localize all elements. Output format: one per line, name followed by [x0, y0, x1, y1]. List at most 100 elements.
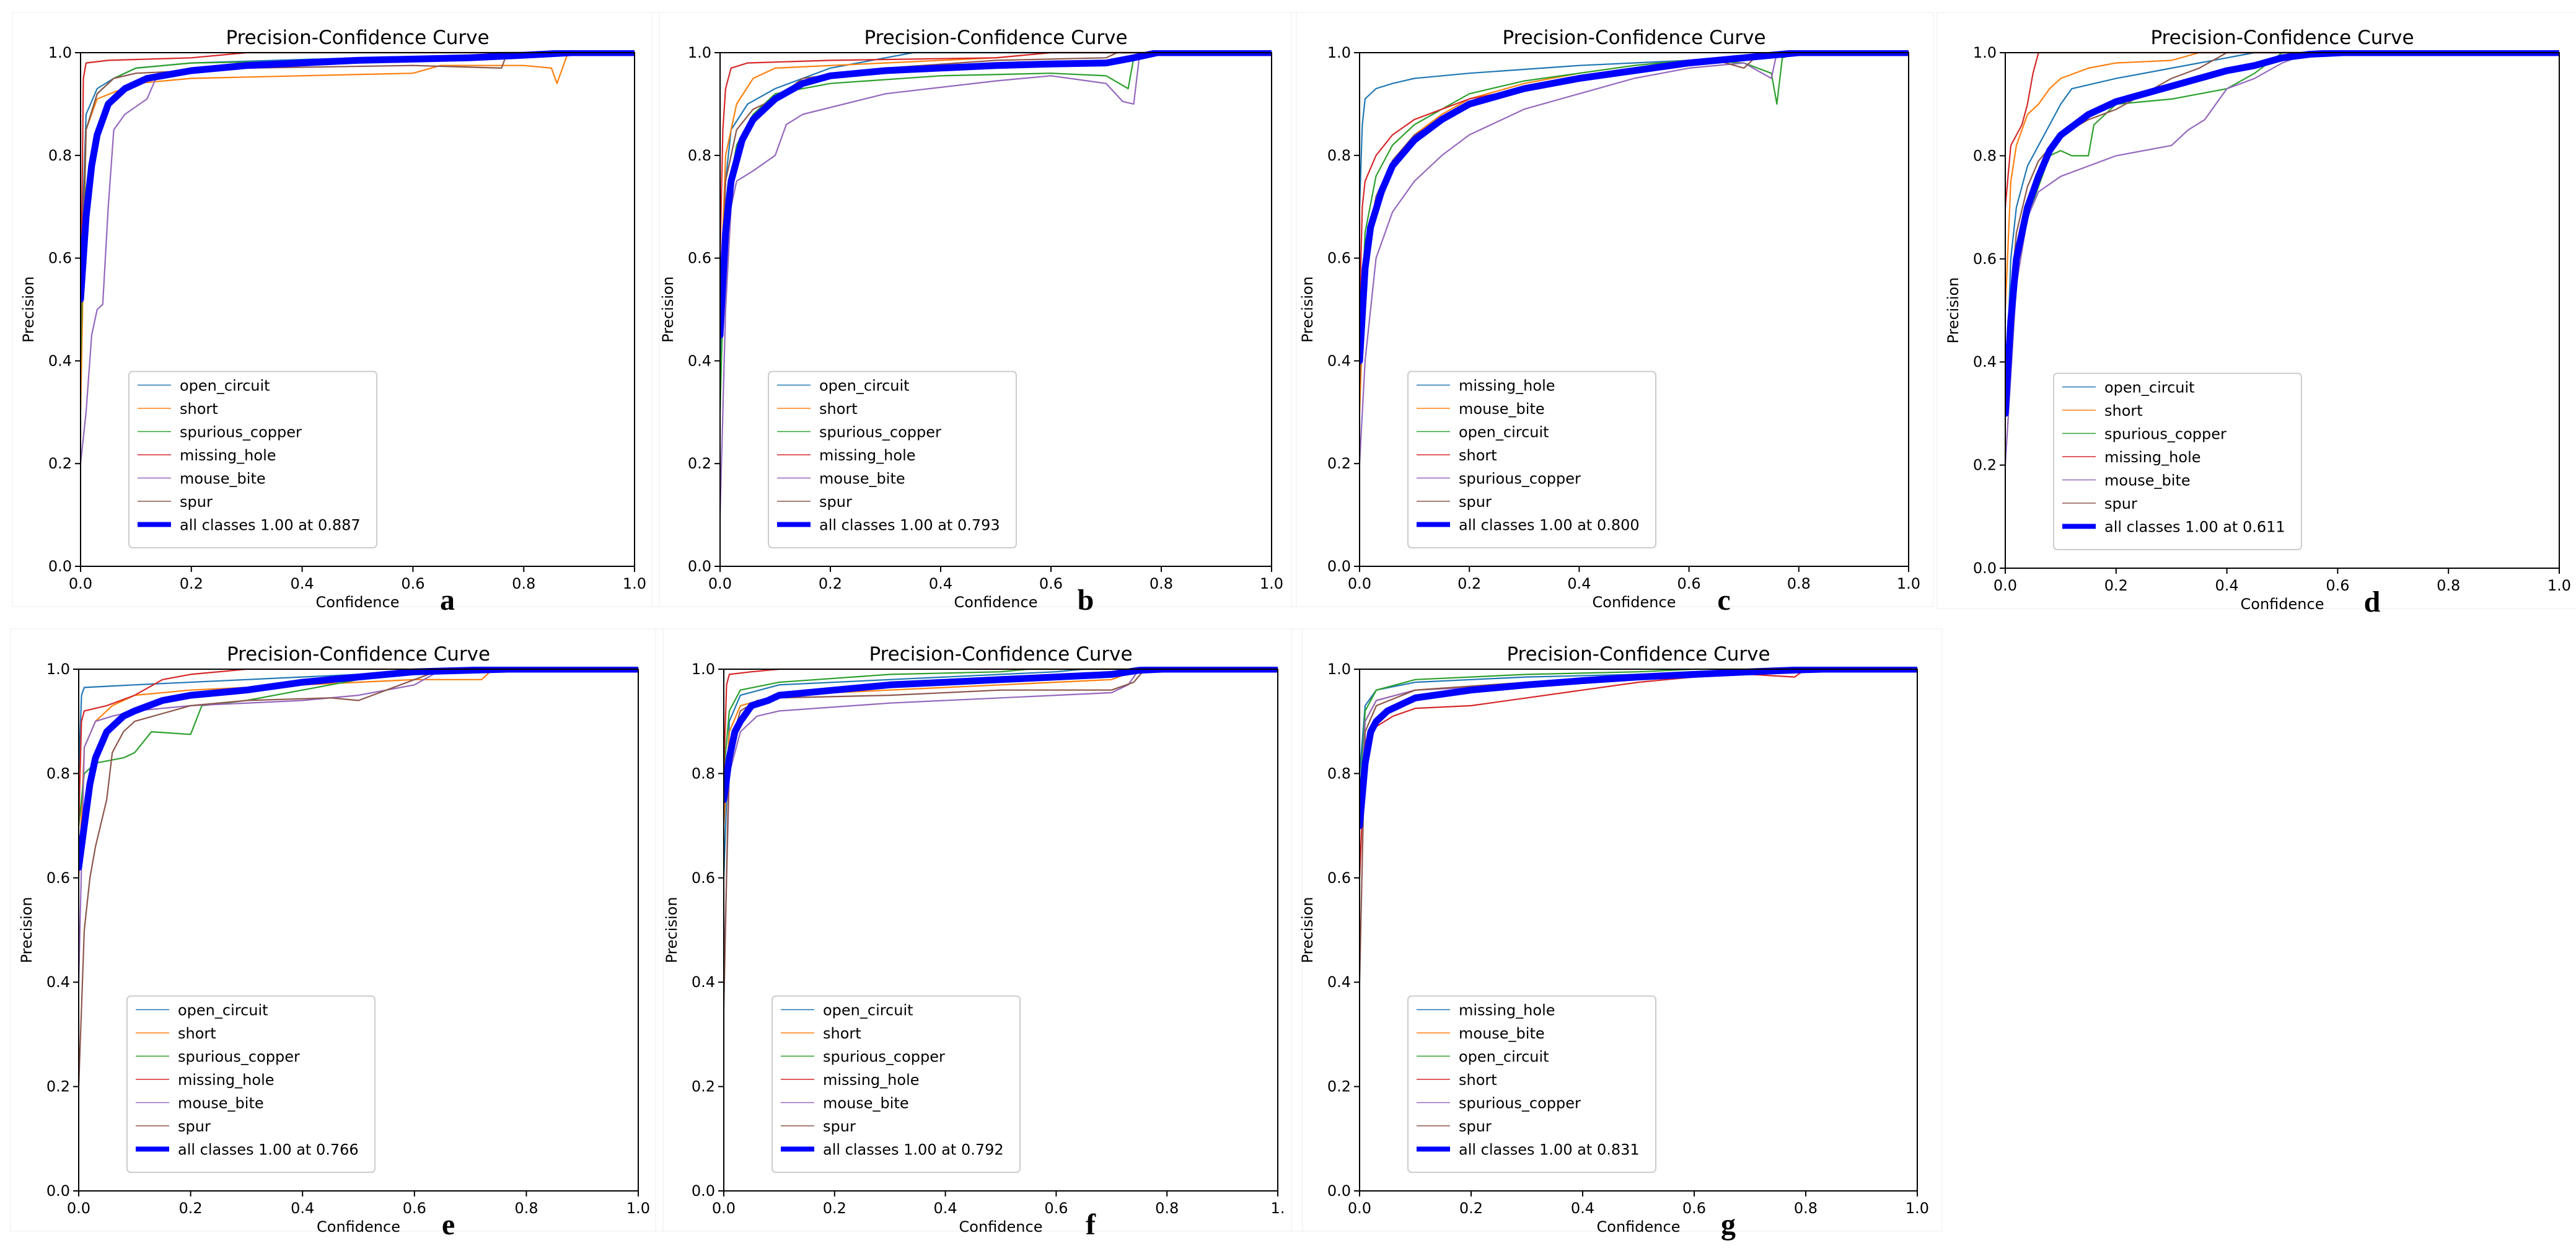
y-tick-label: 0.2 — [1327, 455, 1351, 472]
legend-label: all classes 1.00 at 0.611 — [2104, 519, 2285, 536]
series-line-mouse-bite — [2005, 51, 2559, 466]
panel-letter: c — [1717, 584, 1730, 617]
y-tick-label: 0.6 — [692, 869, 715, 887]
legend-box — [771, 995, 1021, 1173]
series-line-missing-hole — [1360, 51, 1909, 208]
series-line-spurious-copper — [81, 51, 635, 362]
chart-title: Precision-Confidence Curve — [227, 643, 490, 665]
panel-frame — [1291, 12, 1934, 607]
chart-panel-e: Precision-Confidence Curve 0.0 0.2 0.4 0.6 0.… — [10, 628, 664, 1241]
legend-label: spurious_copper — [1459, 1095, 1581, 1112]
series-lines — [720, 50, 1272, 516]
legend-label: mouse_bite — [823, 1095, 909, 1112]
panel-frame — [1291, 628, 1943, 1232]
axes-frame — [723, 669, 1278, 1192]
y-axis-label: Precision — [1945, 277, 1962, 343]
series-line-spur — [81, 51, 635, 310]
legend-label: spurious_copper — [2104, 426, 2227, 443]
y-tick-label: 0.4 — [1327, 973, 1351, 991]
legend-label: mouse_bite — [819, 470, 905, 488]
y-tick-label: 1.0 — [692, 661, 715, 678]
y-tick-label: 0.2 — [46, 1078, 70, 1095]
x-tick-label: 0.8 — [1794, 1200, 1818, 1217]
panel-letter: a — [440, 584, 455, 617]
y-tick-label: 0.0 — [692, 1182, 715, 1200]
series-line-spurious-copper — [720, 51, 1272, 413]
panel-letter: b — [1078, 584, 1094, 617]
x-tick-label: 0.0 — [67, 1200, 90, 1217]
x-tick-label: 0.6 — [1682, 1200, 1706, 1217]
x-tick-label: 0.8 — [1155, 1200, 1179, 1217]
series-line-spur — [79, 668, 638, 1087]
legend-label: missing_hole — [2104, 449, 2201, 466]
series-lines — [1360, 667, 1917, 983]
axes-frame — [2005, 52, 2560, 569]
panel-frame — [655, 628, 1303, 1232]
series-lines — [724, 667, 1278, 1009]
series-line-all-classes-1-00-at-0-766 — [79, 667, 638, 871]
series-line-spurious-copper — [1360, 51, 1909, 465]
series-lines — [2005, 50, 2559, 466]
series-line-all-classes-1-00-at-0-887 — [81, 50, 635, 303]
axes-frame — [719, 52, 1272, 567]
x-tick-label: 0.2 — [823, 1200, 846, 1217]
x-tick-label: 0.2 — [180, 575, 203, 592]
y-tick-label: 0.6 — [46, 869, 70, 887]
legend-label: open_circuit — [819, 377, 910, 395]
x-tick-label: 0.0 — [1348, 1200, 1371, 1217]
series-line-open-circuit — [79, 668, 638, 775]
x-tick-label: 0.8 — [1150, 575, 1173, 592]
legend-label: mouse_bite — [178, 1095, 264, 1112]
legend-label: spurious_copper — [1459, 470, 1581, 488]
x-tick-label: 0.8 — [512, 575, 535, 592]
x-tick-label: 0.4 — [1567, 575, 1591, 592]
y-tick-label: 1.0 — [48, 44, 72, 61]
series-line-open-circuit — [1360, 51, 1909, 362]
x-tick-label: 0.2 — [2104, 577, 2128, 594]
legend-label: spur — [1459, 1118, 1492, 1135]
y-tick-label: 0.2 — [48, 455, 72, 472]
y-tick-label: 0.0 — [1327, 558, 1351, 575]
x-axis-label: Confidence — [1597, 1218, 1681, 1236]
legend-label: spurious_copper — [178, 1048, 300, 1066]
series-line-all-classes-1-00-at-0-611 — [2005, 50, 2559, 417]
y-tick-label: 0.8 — [1327, 147, 1351, 164]
x-tick-label: 0.8 — [514, 1200, 538, 1217]
series-line-spur — [720, 51, 1272, 336]
legend-label: mouse_bite — [2104, 472, 2191, 489]
series-line-missing-hole — [720, 51, 1272, 259]
x-tick-label: 1.0 — [623, 575, 646, 592]
y-axis-label: Precision — [18, 897, 35, 963]
x-tick-label: 0.4 — [291, 1200, 314, 1217]
x-tick-label: 1.0 — [2547, 577, 2571, 594]
x-axis-label: Confidence — [2241, 595, 2324, 613]
chart-title: Precision-Confidence Curve — [226, 27, 489, 49]
legend-label: all classes 1.00 at 0.792 — [823, 1141, 1004, 1159]
legend-label: mouse_bite — [180, 470, 266, 488]
x-tick-label: 0.2 — [1457, 575, 1481, 592]
y-tick-label: 0.2 — [1327, 1078, 1351, 1095]
y-tick-label: 0.4 — [688, 352, 711, 369]
y-tick-label: 0.8 — [1327, 765, 1351, 782]
legend-label: all classes 1.00 at 0.887 — [180, 517, 361, 534]
legend-box — [2053, 372, 2302, 550]
series-line-all-classes-1-00-at-0-793 — [720, 50, 1272, 339]
y-tick-label: 0.4 — [1327, 352, 1351, 369]
y-axis-label: Precision — [663, 897, 680, 963]
panel-frame — [12, 12, 660, 607]
x-axis-label: Confidence — [317, 1218, 400, 1236]
axes-frame — [80, 52, 635, 567]
x-tick-label: 0.8 — [1787, 575, 1811, 592]
series-line-spur — [1360, 51, 1909, 387]
y-tick-label: 1.0 — [1327, 661, 1351, 678]
series-line-all-classes-1-00-at-0-792 — [724, 667, 1278, 803]
x-tick-label: 0.6 — [403, 1200, 426, 1217]
x-axis-label: Confidence — [316, 594, 400, 611]
legend-label: mouse_bite — [1459, 1025, 1545, 1042]
series-line-all-classes-1-00-at-0-800 — [1360, 50, 1909, 364]
y-tick-label: 0.0 — [688, 558, 711, 575]
series-line-short — [1360, 51, 1909, 310]
legend-label: all classes 1.00 at 0.831 — [1459, 1141, 1640, 1159]
x-tick-label: 0.4 — [1571, 1200, 1594, 1217]
legend-label: spurious_copper — [819, 424, 941, 441]
